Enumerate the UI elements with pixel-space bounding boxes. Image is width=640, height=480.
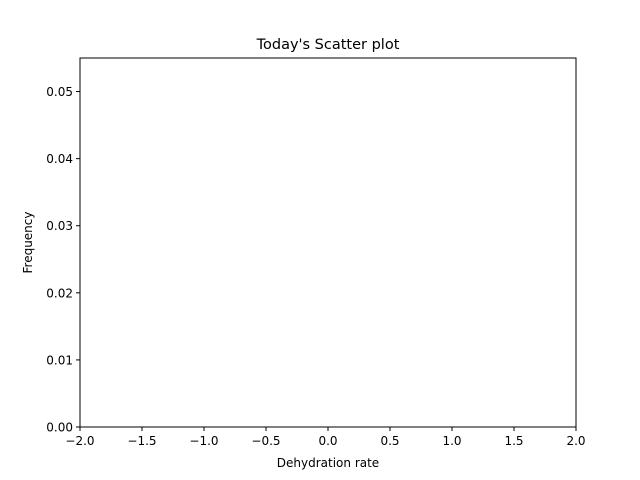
x-tick-label: −1.5 (127, 434, 156, 448)
x-tick-label: 2.0 (566, 434, 585, 448)
x-tick-label: −1.0 (189, 434, 218, 448)
chart-title: Today's Scatter plot (256, 37, 400, 53)
x-tick-label: 1.0 (442, 434, 461, 448)
x-tick-label: 0.0 (318, 434, 337, 448)
x-tick-label: −2.0 (65, 434, 94, 448)
x-tick-label: 0.5 (380, 434, 399, 448)
plot-frame (79, 57, 577, 428)
y-axis-ticks: 0.00 0.01 0.02 0.03 0.04 0.05 (46, 85, 80, 435)
y-tick-label: 0.02 (46, 286, 73, 300)
x-tick-label: −0.5 (251, 434, 280, 448)
y-tick-label: 0.04 (46, 152, 73, 166)
y-tick-label: 0.03 (46, 219, 73, 233)
x-axis-ticks: −2.0 −1.5 −1.0 −0.5 0.0 0.5 1.0 1.5 2.0 (65, 427, 586, 448)
x-axis-label: Dehydration rate (277, 456, 379, 470)
y-axis-label: Frequency (21, 212, 35, 274)
y-tick-label: 0.01 (46, 353, 73, 367)
x-tick-label: 1.5 (504, 434, 523, 448)
y-tick-label: 0.00 (46, 421, 73, 435)
plot-area (80, 58, 576, 427)
y-tick-label: 0.05 (46, 85, 73, 99)
